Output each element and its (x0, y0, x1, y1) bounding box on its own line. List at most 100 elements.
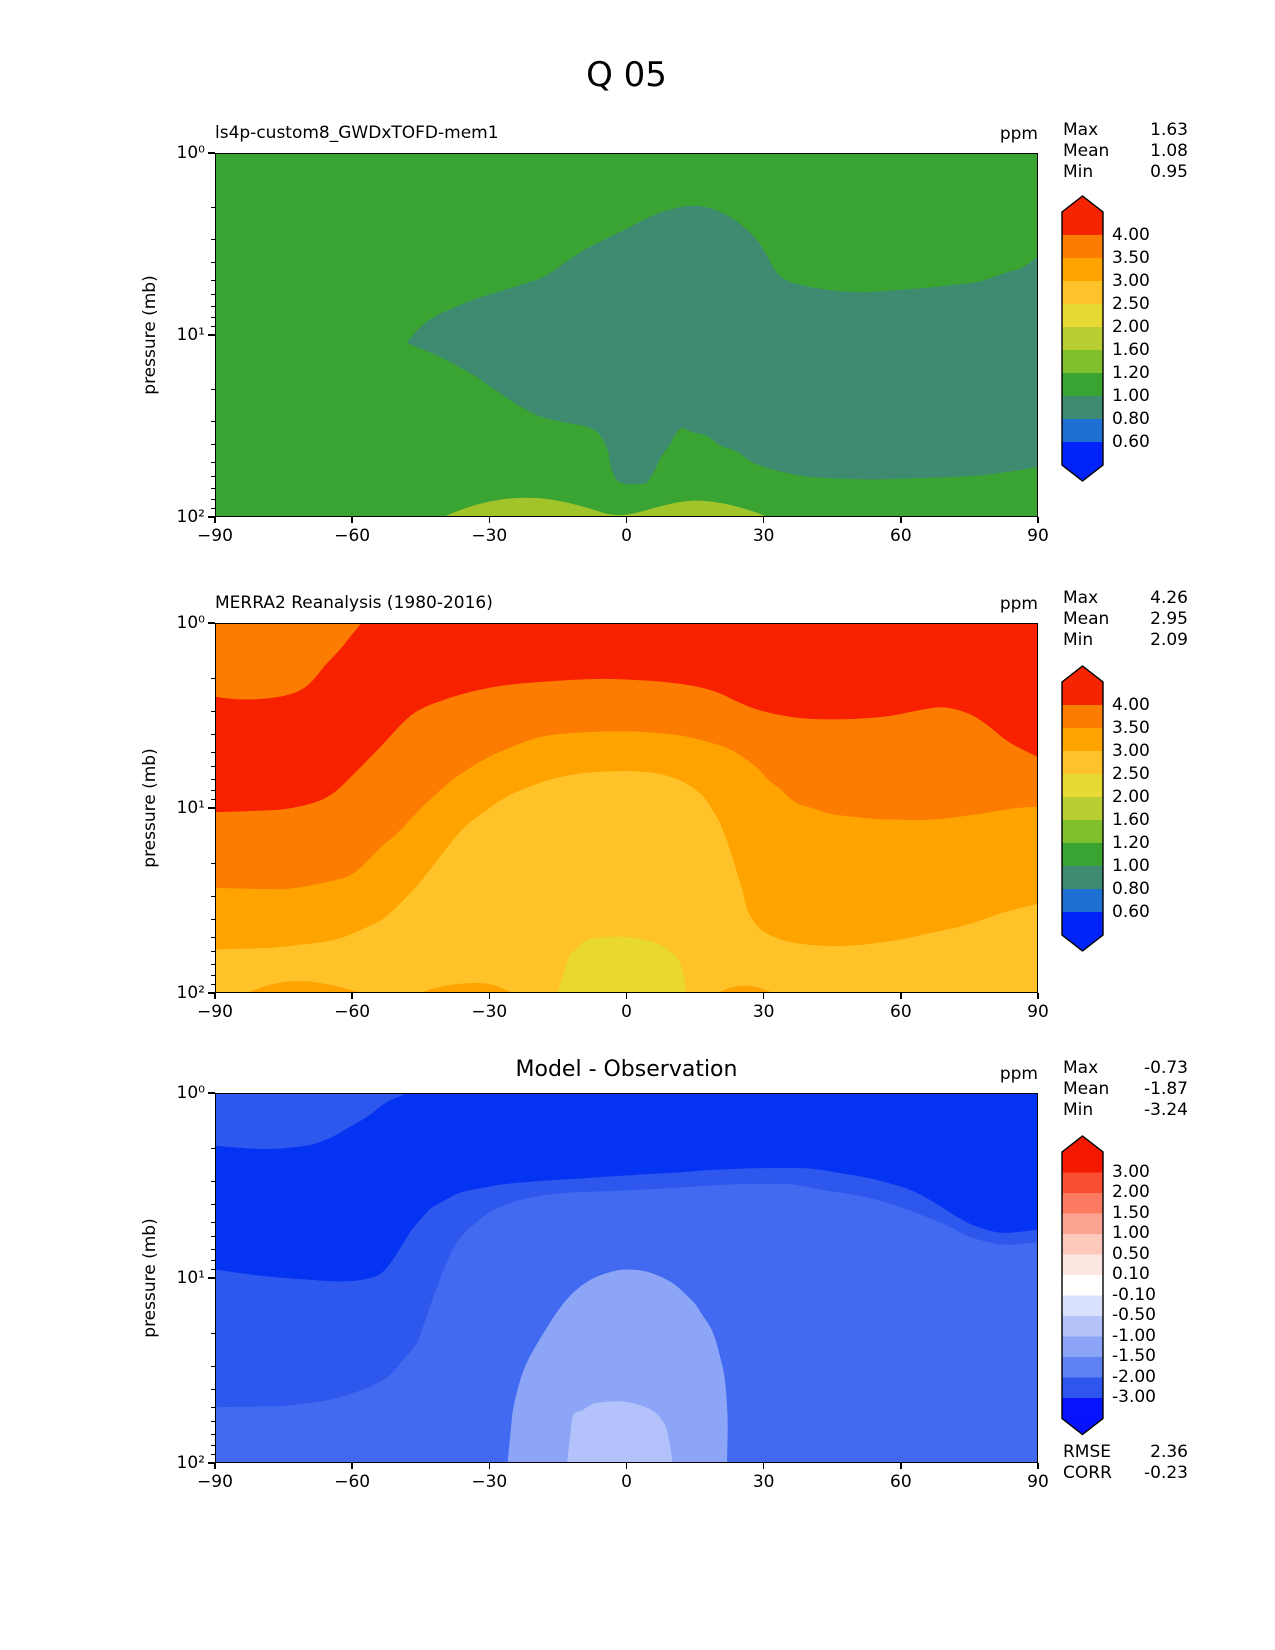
y-minor-tick-mark (211, 1148, 215, 1150)
y-minor-tick-mark (211, 1433, 215, 1435)
y-minor-tick-mark (211, 306, 215, 308)
y-minor-tick-mark (211, 1180, 215, 1182)
stat-label: Min (1063, 629, 1094, 650)
y-minor-tick-mark (211, 766, 215, 768)
colorbar-tick-label: 3.00 (1112, 740, 1150, 761)
colorbar-tick-label: 1.00 (1112, 855, 1150, 876)
region-below-m3.00 (215, 1093, 1038, 1282)
y-minor-tick-mark (211, 207, 215, 209)
colorbar-tick-label: 3.50 (1112, 247, 1150, 268)
x-tick-mark (900, 517, 902, 523)
x-tick-label: −90 (197, 526, 233, 546)
panel3-title: Model - Observation (515, 1057, 738, 1082)
colorbar-tick-label: 1.00 (1112, 385, 1150, 406)
colorbar-segment (1062, 751, 1103, 775)
colorbar-segment (1062, 774, 1103, 798)
colorbar-segment (1062, 912, 1103, 936)
x-tick-mark (214, 517, 216, 523)
stat-label: RMSE (1063, 1441, 1112, 1462)
x-tick-label: −60 (334, 1472, 371, 1492)
y-minor-tick-mark (211, 279, 215, 281)
panel3-units-label: ppm (999, 1064, 1038, 1084)
y-minor-tick-mark (211, 1333, 215, 1335)
stat-label: Max (1063, 119, 1099, 140)
y-minor-tick-mark (211, 1454, 215, 1456)
y-minor-tick-mark (211, 963, 215, 965)
colorbar-arrow-top (1062, 1135, 1103, 1152)
stat-row: Min -3.24 (1063, 1100, 1188, 1121)
x-tick-mark (351, 517, 353, 523)
panel2-units-label: ppm (999, 594, 1038, 614)
x-tick-label: 30 (752, 1002, 775, 1022)
colorbar-segment (1062, 889, 1103, 913)
y-minor-tick-mark (211, 678, 215, 680)
colorbar-segment (1062, 1295, 1103, 1316)
colorbar-segment (1062, 843, 1103, 867)
x-tick-label: 90 (1027, 1472, 1049, 1492)
x-tick-label: 30 (752, 1472, 775, 1492)
x-tick-label: −30 (471, 1002, 508, 1022)
stat-label: Mean (1063, 1078, 1110, 1099)
y-tick-mark (208, 1277, 215, 1279)
colorbar-segment (1062, 304, 1103, 328)
stat-label: Mean (1063, 608, 1110, 629)
colorbar-segment (1062, 442, 1103, 466)
colorbar-arrow-bottom (1062, 934, 1103, 951)
region-m1.50-m1.00 (507, 1269, 728, 1463)
region-above-4.00 (215, 623, 1038, 813)
y-tick-mark (208, 622, 215, 624)
x-tick-label: 30 (752, 526, 775, 546)
y-minor-tick-mark (211, 1365, 215, 1367)
x-tick-label: 90 (1027, 1002, 1049, 1022)
panel3-extra-stats: RMSE 2.36 CORR -0.23 (1063, 1442, 1188, 1484)
colorbar-tick-label: -3.00 (1112, 1387, 1156, 1407)
panel3-contour-plot (215, 1093, 1038, 1463)
y-tick-label: 10¹ (176, 325, 205, 345)
y-minor-tick-mark (211, 488, 215, 490)
colorbar-segment (1062, 281, 1103, 305)
stat-label: Min (1063, 161, 1094, 182)
colorbar-arrow-top (1062, 196, 1103, 213)
colorbar-tick-label: -0.10 (1112, 1284, 1156, 1305)
stat-row: Max -0.73 (1063, 1058, 1188, 1079)
x-tick-mark (900, 1463, 902, 1469)
y-minor-tick-mark (211, 1269, 215, 1271)
colorbar-tick-label: 3.00 (1112, 270, 1150, 291)
stat-row: Min 2.09 (1063, 630, 1188, 651)
colorbar-segment (1062, 350, 1103, 374)
x-tick-mark (625, 517, 628, 523)
colorbar-segment (1062, 1254, 1103, 1275)
stat-row: Mean 2.95 (1063, 609, 1188, 630)
colorbar-tick-label: 0.10 (1112, 1264, 1150, 1284)
stat-label: Mean (1063, 140, 1110, 161)
colorbar-tick-label: 2.00 (1112, 1182, 1150, 1202)
stat-value: 2.95 (1150, 608, 1188, 629)
colorbar (1061, 1134, 1104, 1435)
stat-row: Mean -1.87 (1063, 1079, 1188, 1100)
y-minor-tick-mark (211, 461, 215, 463)
y-minor-tick-mark (211, 476, 215, 478)
stat-value: -3.24 (1144, 1099, 1188, 1120)
panel1-title: ls4p-custom8_GWDxTOFD-mem1 (215, 123, 499, 143)
colorbar-tick-label: 1.20 (1112, 362, 1150, 383)
x-tick-mark (762, 517, 765, 523)
colorbar-segment (1062, 1172, 1103, 1193)
x-tick-mark (1037, 1463, 1039, 1469)
stat-value: 1.08 (1150, 140, 1188, 161)
y-minor-tick-mark (211, 498, 215, 500)
x-tick-label: 0 (621, 1002, 632, 1022)
y-tick-mark (208, 152, 215, 154)
x-tick-label: 0 (621, 1472, 632, 1492)
y-minor-tick-mark (211, 508, 215, 510)
stat-row: Min 0.95 (1063, 162, 1188, 183)
x-tick-mark (488, 993, 491, 999)
colorbar-segment (1062, 327, 1103, 351)
y-minor-tick-mark (211, 951, 215, 953)
x-tick-label: −60 (334, 526, 371, 546)
y-minor-tick-mark (211, 1406, 215, 1408)
colorbar-tick-label: 0.60 (1112, 901, 1150, 922)
y-tick-label: 10¹ (176, 798, 205, 818)
stat-row: RMSE 2.36 (1063, 1442, 1188, 1463)
colorbar-tick-label: -1.00 (1112, 1325, 1156, 1346)
colorbar-tick-label: 0.60 (1112, 431, 1150, 452)
